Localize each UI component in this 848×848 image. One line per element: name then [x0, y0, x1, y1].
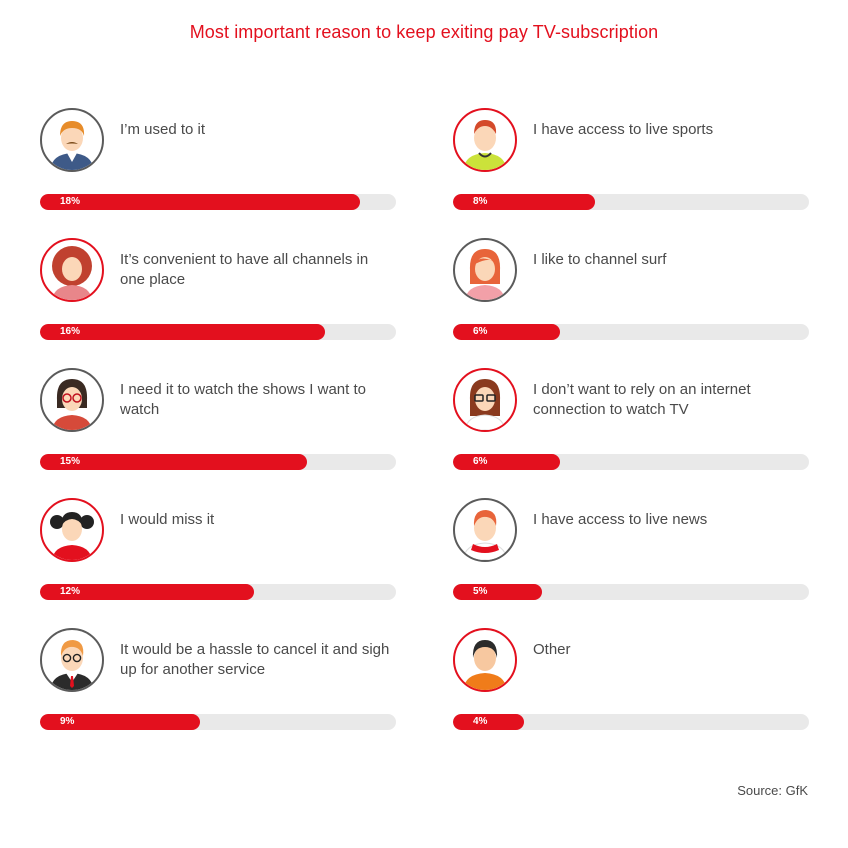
- curly-woman-icon: [40, 238, 104, 302]
- bar-label: I need it to watch the shows I want to w…: [120, 381, 366, 418]
- bar-fill: [40, 324, 325, 340]
- businessman-icon: [40, 628, 104, 692]
- bar-value-label: 15%: [60, 456, 81, 467]
- brunette-glasses-icon: [453, 368, 517, 432]
- bar-fill: [453, 584, 542, 600]
- bar-value-label: 18%: [60, 196, 81, 207]
- bar-track: 5%: [453, 584, 809, 600]
- bar-track: 8%: [453, 194, 809, 210]
- bar-label: I have access to live sports: [533, 121, 714, 138]
- bar-fill: [40, 714, 200, 730]
- bar-value-label: 4%: [473, 716, 488, 727]
- bar-item: I don’t want to rely on an internet conn…: [453, 368, 809, 488]
- bar-value-label: 8%: [473, 196, 488, 207]
- bar-fill: [453, 714, 524, 730]
- bar-item: Other 4%: [453, 628, 809, 748]
- bar-label: Other: [533, 641, 571, 658]
- bar-item: I would miss it 12%: [40, 498, 396, 618]
- bar-value-label: 12%: [60, 586, 81, 597]
- bar-track: 18%: [40, 194, 396, 210]
- woman-glasses-icon: [40, 368, 104, 432]
- man-mustache-icon: [40, 108, 104, 172]
- bar-label: I like to channel surf: [533, 251, 667, 268]
- bar-fill: [40, 194, 360, 210]
- bar-value-label: 6%: [473, 456, 488, 467]
- bar-value-label: 9%: [60, 716, 75, 727]
- bar-fill: [453, 194, 595, 210]
- bar-track: 16%: [40, 324, 396, 340]
- bar-label: I don’t want to rely on an internet conn…: [533, 381, 751, 418]
- bar-fill: [40, 454, 307, 470]
- bar-track: 15%: [40, 454, 396, 470]
- bar-track: 6%: [453, 324, 809, 340]
- bar-track: 12%: [40, 584, 396, 600]
- bar-fill: [453, 324, 560, 340]
- redhead-woman-icon: [453, 238, 517, 302]
- chart-title: Most important reason to keep exiting pa…: [189, 22, 659, 42]
- bar-label: I’m used to it: [120, 121, 206, 138]
- bar-fill: [40, 584, 254, 600]
- bar-item: I’m used to it 18%: [40, 108, 396, 228]
- bar-label: I have access to live news: [533, 511, 708, 528]
- source-note: Source: GfK: [737, 783, 808, 798]
- bar-track: 6%: [453, 454, 809, 470]
- girl-pigtails-icon: [40, 498, 104, 562]
- bar-track: 4%: [453, 714, 809, 730]
- bar-item: It would be a hassle to cancel it and si…: [40, 628, 396, 748]
- bar-item: I have access to live sports 8%: [453, 108, 809, 228]
- bar-item: It’s convenient to have all channels in …: [40, 238, 396, 358]
- bar-track: 9%: [40, 714, 396, 730]
- bar-value-label: 16%: [60, 326, 81, 337]
- bar-fill: [453, 454, 560, 470]
- bar-value-label: 6%: [473, 326, 488, 337]
- bar-item: I need it to watch the shows I want to w…: [40, 368, 396, 488]
- bar-label: It’s convenient to have all channels in …: [120, 251, 369, 288]
- person-icon: [453, 628, 517, 692]
- sporty-man-icon: [453, 108, 517, 172]
- bar-label: I would miss it: [120, 511, 215, 528]
- bar-value-label: 5%: [473, 586, 488, 597]
- bar-item: I like to channel surf 6%: [453, 238, 809, 358]
- man-scarf-icon: [453, 498, 517, 562]
- bar-item: I have access to live news 5%: [453, 498, 809, 618]
- bar-label: It would be a hassle to cancel it and si…: [120, 641, 390, 678]
